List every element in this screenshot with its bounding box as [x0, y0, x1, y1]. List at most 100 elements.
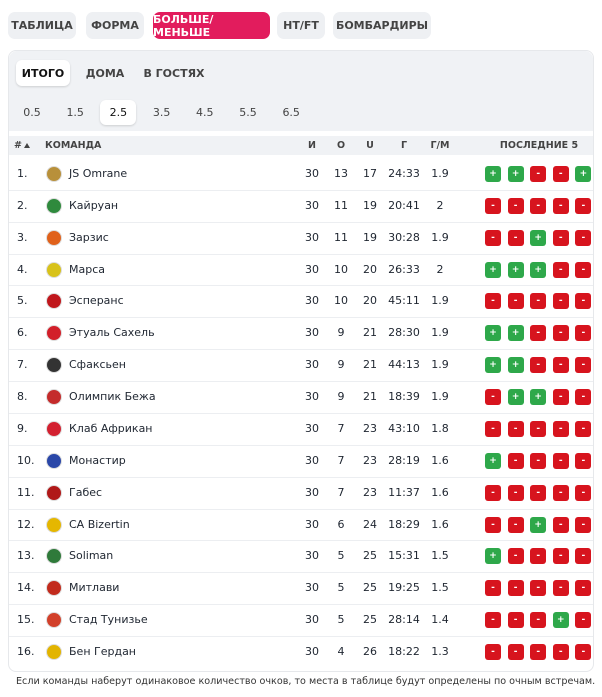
goals: 18:29 — [388, 517, 420, 531]
form-badge: - — [507, 548, 524, 565]
column-header: Г — [400, 140, 408, 151]
under: 26 — [363, 645, 377, 659]
form-badge: - — [575, 420, 592, 437]
subtab[interactable]: ИТОГО — [16, 60, 70, 86]
threshold[interactable]: 2.5 — [100, 100, 137, 125]
gpm: 2 — [436, 262, 444, 276]
subtab[interactable]: В ГОСТЯХ — [143, 66, 205, 80]
team-name[interactable]: Клаб Африкан — [69, 421, 153, 435]
gpm: 1.9 — [431, 294, 449, 308]
over: 6 — [337, 517, 345, 531]
threshold[interactable]: 4.5 — [196, 106, 214, 119]
row-divider — [9, 349, 593, 351]
gpm: 1.8 — [431, 421, 449, 435]
under: 23 — [363, 485, 377, 499]
under: 21 — [363, 390, 377, 404]
form-badge: + — [507, 389, 524, 406]
over: 11 — [334, 230, 348, 244]
gpm: 1.4 — [431, 613, 449, 627]
team-logo — [46, 580, 62, 597]
row-divider — [9, 221, 593, 223]
played: 30 — [305, 549, 319, 563]
team-name[interactable]: Монастир — [69, 453, 126, 467]
tab[interactable]: HT/FT — [277, 12, 325, 39]
form-badge: + — [575, 166, 592, 182]
threshold[interactable]: 0.5 — [23, 106, 41, 119]
form-badge: - — [552, 420, 569, 437]
team-name[interactable]: Стад Тунизье — [69, 613, 148, 627]
row-divider — [9, 317, 593, 319]
played: 30 — [305, 294, 319, 308]
team-name[interactable]: Этуаль Сахель — [69, 326, 155, 340]
team-name[interactable]: Марса — [69, 262, 106, 276]
form-badge: - — [575, 548, 592, 565]
form-badge: - — [575, 484, 592, 501]
form-badge: - — [552, 197, 569, 214]
tab[interactable]: БОМБАРДИРЫ — [333, 12, 431, 39]
form-badge: - — [485, 197, 501, 214]
team-name[interactable]: Эсперанс — [69, 294, 124, 308]
gpm: 1.6 — [431, 517, 449, 531]
threshold[interactable]: 6.5 — [282, 106, 300, 119]
played: 30 — [305, 421, 319, 435]
under: 25 — [363, 549, 377, 563]
team-name[interactable]: Митлави — [69, 581, 120, 595]
form-badge: - — [575, 452, 592, 469]
gpm: 1.9 — [431, 390, 449, 404]
threshold[interactable]: 5.5 — [239, 106, 257, 119]
team-name[interactable]: Soliman — [69, 549, 114, 563]
gpm: 1.9 — [431, 326, 449, 340]
team-name[interactable]: JS Omrane — [69, 167, 128, 180]
row-divider — [9, 285, 593, 287]
form-badge: - — [552, 166, 569, 182]
goals: 28:30 — [388, 326, 420, 340]
panel — [8, 50, 594, 672]
threshold[interactable]: 1.5 — [66, 106, 84, 119]
over: 7 — [337, 421, 345, 435]
team-name[interactable]: Бен Гердан — [69, 645, 136, 659]
footnote: Если команды наберут одинаковое количест… — [16, 676, 596, 687]
goals: 26:33 — [388, 262, 420, 276]
goals: 28:19 — [388, 453, 420, 467]
form-badge: - — [507, 229, 524, 246]
form-badge: - — [507, 580, 524, 597]
tab[interactable]: ТАБЛИЦА — [8, 12, 76, 39]
form-badge: - — [507, 644, 524, 661]
subtab[interactable]: ДОМА — [85, 66, 125, 80]
form-badge: - — [507, 420, 524, 437]
goals: 28:14 — [388, 613, 420, 627]
form-badge: + — [485, 357, 501, 374]
row-divider — [9, 189, 593, 191]
played: 30 — [305, 326, 319, 340]
played: 30 — [305, 358, 319, 372]
goals: 18:39 — [388, 390, 420, 404]
team-name[interactable]: CA Bizertin — [69, 517, 130, 531]
form-badge: - — [575, 325, 592, 342]
threshold[interactable]: 3.5 — [152, 106, 171, 119]
form-badge: + — [530, 229, 547, 246]
under: 23 — [363, 453, 377, 467]
team-name[interactable]: Сфаксьен — [69, 358, 126, 372]
team-name[interactable]: Кайруан — [69, 198, 119, 212]
form-badge: + — [485, 261, 501, 278]
rank: 7. — [17, 358, 28, 372]
form-badge: + — [507, 325, 524, 342]
team-name[interactable]: Олимпик Бежа — [69, 390, 156, 404]
form-badge: - — [530, 644, 547, 661]
row-divider — [9, 508, 593, 510]
team-logo — [46, 484, 62, 501]
form-badge: + — [507, 357, 524, 374]
form-badge: - — [485, 484, 501, 501]
tab[interactable]: БОЛЬШЕ/МЕНЬШЕ — [153, 12, 270, 39]
over: 9 — [337, 390, 345, 404]
team-logo — [46, 261, 62, 278]
tab[interactable]: ФОРМА — [86, 12, 144, 39]
column-header: ПОСЛЕДНИЕ 5 — [499, 140, 579, 151]
under: 19 — [363, 198, 377, 212]
team-name[interactable]: Габес — [69, 485, 103, 499]
form-badge: + — [507, 166, 524, 182]
team-name[interactable]: Зарзис — [69, 230, 109, 244]
form-badge: - — [575, 580, 592, 597]
form-badge: + — [552, 612, 569, 629]
